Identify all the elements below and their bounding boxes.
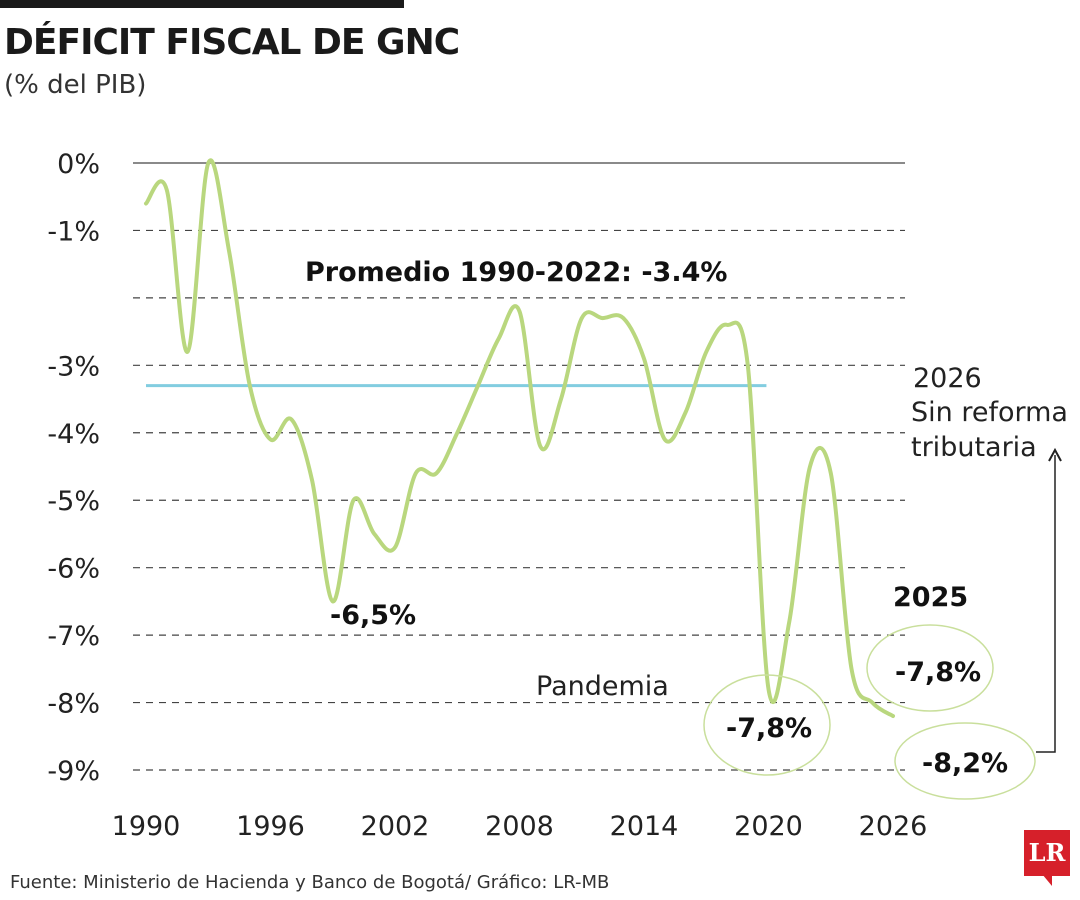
data-point-1997 — [289, 417, 293, 421]
data-point-2012 — [601, 316, 605, 320]
deficit-series-line — [144, 158, 895, 718]
data-point-2000 — [352, 498, 356, 502]
data-point-1991 — [165, 188, 169, 192]
data-point-2021 — [787, 620, 791, 624]
source-note: Fuente: Ministerio de Hacienda y Banco d… — [10, 872, 610, 893]
data-point-2026 — [891, 714, 895, 718]
data-point-2001 — [372, 532, 376, 536]
data-point-2018 — [725, 323, 729, 327]
data-point-2017 — [704, 350, 708, 354]
note-2026-year: 2026 — [913, 363, 982, 394]
data-point-2015 — [663, 438, 667, 442]
y-tick-label: -5% — [47, 486, 100, 517]
title-top-rule — [0, 0, 404, 8]
annotation-value-2025: -7,8% — [895, 657, 981, 688]
y-tick-label: 0% — [57, 149, 100, 180]
data-point-1995 — [248, 384, 252, 388]
data-point-2003 — [414, 471, 418, 475]
x-tick-label: 1990 — [112, 811, 181, 842]
annotation-pandemia-value: -7,8% — [726, 713, 812, 744]
data-point-2007 — [497, 336, 501, 340]
data-point-2004 — [435, 471, 439, 475]
y-tick-label: -1% — [47, 216, 100, 247]
data-point-2025 — [870, 701, 874, 705]
chart-title: DÉFICIT FISCAL DE GNC — [4, 22, 460, 63]
y-tick-label: -7% — [47, 621, 100, 652]
data-point-1992 — [186, 350, 190, 354]
y-tick-label: -4% — [47, 419, 100, 450]
x-tick-labels: 1990 1996 2002 2008 2014 2020 2026 — [112, 811, 928, 842]
x-tick-label: 1996 — [236, 811, 305, 842]
note-2026-bracket — [1036, 455, 1056, 753]
data-point-2016 — [684, 411, 688, 415]
annotation-year-2025: 2025 — [893, 582, 968, 613]
data-point-2013 — [621, 316, 625, 320]
note-2026-line2: Sin reforma — [911, 397, 1068, 428]
x-tick-label: 2002 — [361, 811, 430, 842]
lr-logo-tail — [1042, 874, 1052, 886]
note-2026-line3: tributaria — [911, 432, 1037, 463]
note-2026-arrowhead — [1048, 447, 1062, 462]
data-point-2019 — [746, 363, 750, 367]
annotation-pandemia: Pandemia — [536, 671, 669, 702]
value-2026-circle — [894, 722, 1036, 800]
lr-logo: LR — [1024, 830, 1070, 876]
x-tick-label: 2020 — [734, 811, 803, 842]
x-tick-label: 2014 — [610, 811, 679, 842]
data-point-2022 — [808, 465, 812, 469]
data-point-2023 — [829, 471, 833, 475]
data-point-1994 — [227, 249, 231, 253]
grid-lines — [133, 162, 905, 771]
data-point-1993 — [206, 161, 210, 165]
annotation-min-1999: -6,5% — [330, 600, 416, 631]
data-point-2005 — [455, 431, 459, 435]
data-point-2024 — [850, 667, 854, 671]
data-point-1996 — [269, 438, 273, 442]
data-point-2010 — [559, 397, 563, 401]
data-point-2008 — [518, 309, 522, 313]
data-point-1990 — [144, 201, 148, 205]
x-tick-label: 2008 — [485, 811, 554, 842]
chart-subtitle: (% del PIB) — [4, 70, 147, 100]
value-2025-circle — [866, 624, 994, 712]
y-tick-label: -9% — [47, 756, 100, 787]
data-point-1998 — [310, 478, 314, 482]
y-tick-label: -3% — [47, 351, 100, 382]
annotation-value-2026: -8,2% — [922, 748, 1008, 779]
y-tick-label: -6% — [47, 554, 100, 585]
y-tick-label: -8% — [47, 689, 100, 720]
data-point-2020 — [767, 687, 771, 691]
data-point-2011 — [580, 316, 584, 320]
pandemia-circle — [703, 674, 831, 776]
data-point-2009 — [538, 444, 542, 448]
x-tick-label: 2026 — [859, 811, 928, 842]
data-point-1999 — [331, 599, 335, 603]
data-point-2002 — [393, 545, 397, 549]
data-point-2014 — [642, 357, 646, 361]
y-tick-labels: 0% -1% -3% -4% -5% -6% -7% -8% -9% — [47, 149, 100, 787]
average-label: Promedio 1990-2022: -3.4% — [305, 257, 727, 288]
data-point-2006 — [476, 384, 480, 388]
